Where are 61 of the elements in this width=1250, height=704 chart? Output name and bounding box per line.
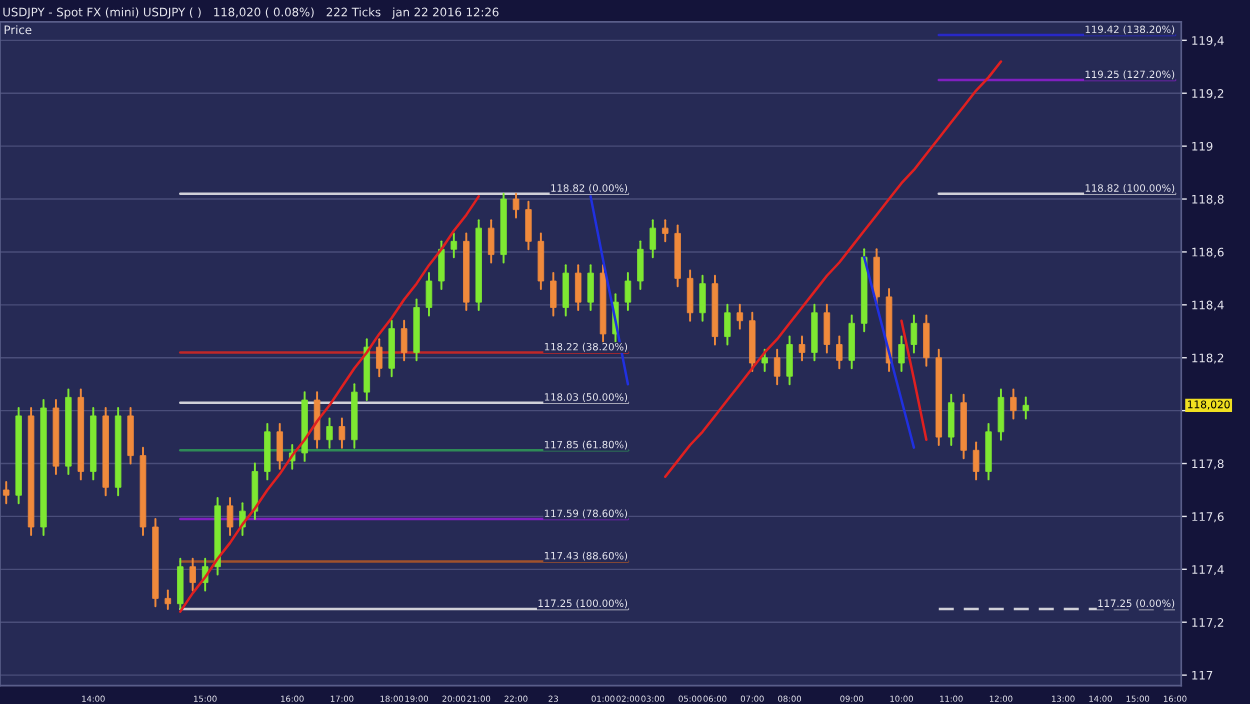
candlestick (376, 338, 383, 378)
candlestick (910, 314, 918, 354)
candlestick (997, 388, 1005, 441)
candlestick (338, 417, 346, 449)
candlestick (189, 557, 196, 592)
line-series (862, 255, 916, 449)
candlestick (848, 314, 855, 370)
candlestick (724, 303, 731, 346)
line-series (663, 60, 1003, 478)
candlestick (276, 422, 283, 470)
candlestick (450, 232, 458, 259)
candlestick (413, 298, 420, 362)
candlestick (177, 557, 184, 610)
candlestick (550, 272, 557, 317)
candlestick (686, 269, 694, 322)
candlestick (487, 219, 495, 264)
candlestick (972, 441, 980, 481)
candlestick (438, 240, 445, 290)
candlestick (363, 338, 371, 402)
candlestick (164, 589, 172, 610)
candlestick (226, 496, 234, 536)
candlestick (425, 272, 433, 317)
candlestick (525, 200, 532, 251)
candlestick (3, 481, 10, 505)
candlestick (562, 264, 569, 317)
candlestick (662, 219, 669, 243)
candlestick (512, 192, 520, 219)
candlestick (388, 319, 395, 378)
candlestick (736, 303, 744, 330)
candlestick (351, 383, 358, 449)
candlestick (127, 407, 134, 465)
candlestick (960, 393, 967, 460)
candlestick (873, 248, 880, 306)
candlestick (400, 319, 408, 362)
candlestick (313, 391, 321, 449)
candlestick (898, 335, 905, 372)
candlestick (823, 303, 831, 354)
candlestick (649, 219, 657, 259)
line-series (179, 195, 480, 613)
candlestick (574, 264, 582, 312)
candlestick (811, 303, 818, 362)
candlestick (699, 274, 706, 322)
candlestick (836, 335, 843, 370)
candlestick (1010, 388, 1017, 420)
candlestick (637, 240, 644, 290)
candlestick (537, 232, 545, 290)
candlestick (923, 314, 930, 367)
candlestick (264, 422, 271, 481)
candlestick (624, 272, 632, 312)
candlestick (326, 417, 333, 449)
candlestick (985, 422, 992, 481)
candlestick (674, 224, 681, 288)
candlestick (1022, 396, 1030, 420)
candlestick (798, 335, 806, 362)
candlestick (587, 264, 594, 312)
candlestick (749, 311, 756, 372)
candlestick (251, 462, 259, 521)
candlestick (773, 348, 781, 386)
candlestick (761, 348, 768, 372)
candlestick (786, 335, 793, 386)
candlestick (948, 393, 955, 446)
